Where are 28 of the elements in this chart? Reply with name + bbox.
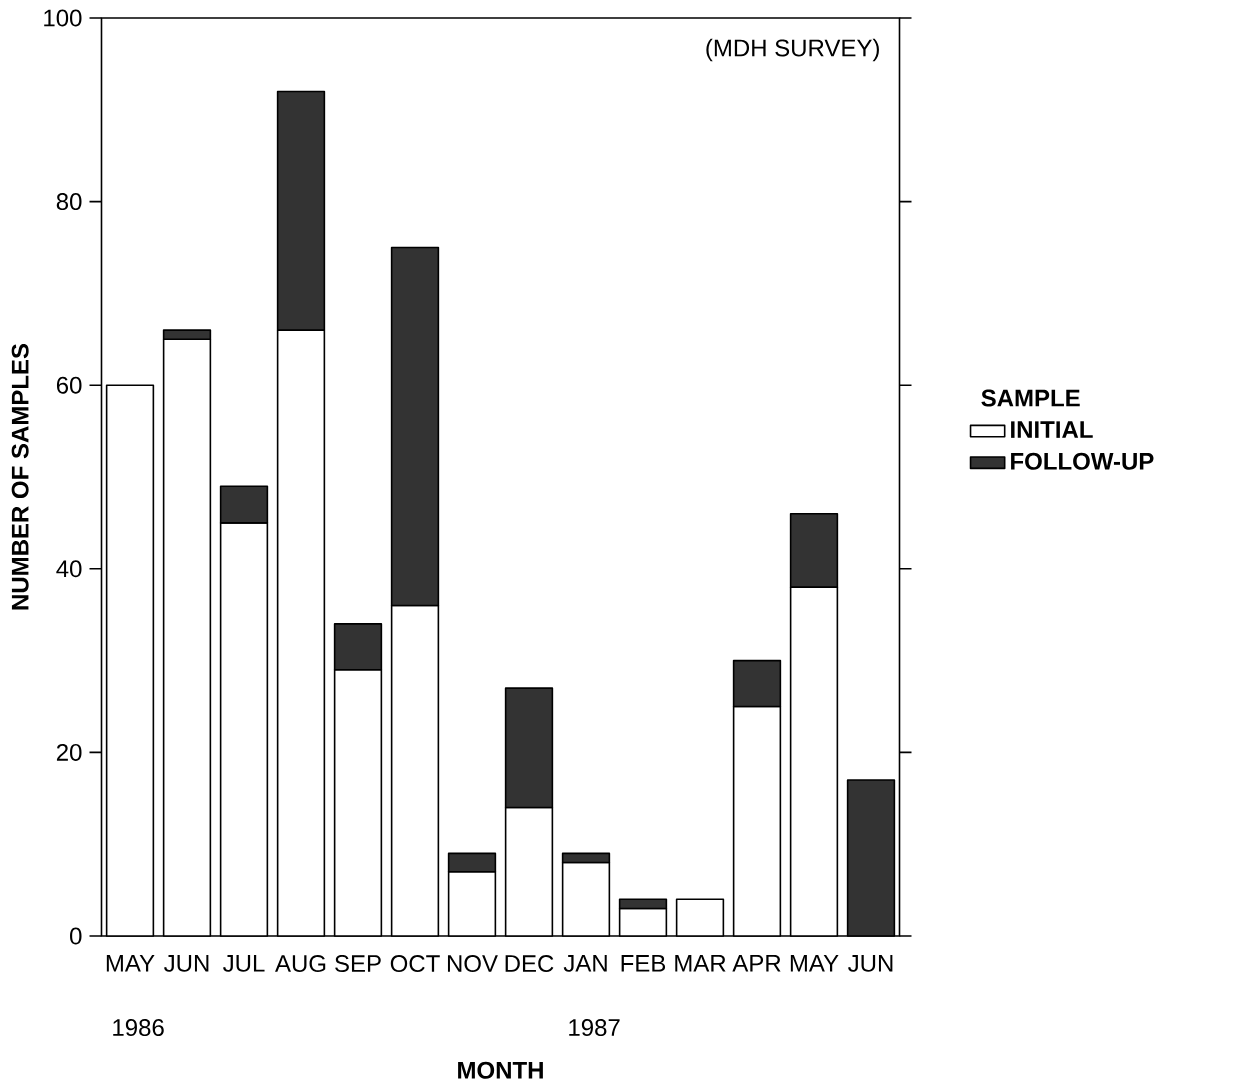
x-tick-label: MAY (106, 955, 155, 972)
x-tick-label: JUN (164, 955, 209, 972)
y-tick-label: 0 (70, 927, 82, 945)
x-tick-label: MAY (790, 955, 839, 972)
x-tick-label: MAR (675, 955, 726, 972)
x-tick-label: SEP (335, 955, 381, 973)
x-tick-label: NOV (447, 955, 498, 973)
x-tick-label: JUN (848, 955, 893, 972)
x-axis-title: MONTH (458, 1061, 543, 1079)
annotation: (MDH SURVEY) (706, 38, 879, 62)
x-tick-label: FEB (621, 955, 666, 972)
legend-label: INITIAL (1011, 421, 1093, 438)
x-tick-label: JUL (223, 955, 265, 972)
x-tick-label: APR (732, 955, 781, 972)
y-tick-label: 100 (44, 9, 82, 27)
y-tick-label: 80 (56, 193, 82, 211)
legend-title: SAMPLE (981, 389, 1080, 407)
legend-label: FOLLOW-UP (1011, 452, 1154, 470)
y-tick-label: 40 (56, 560, 82, 578)
y-axis-title: NUMBER OF SAMPLES (11, 343, 29, 610)
x-tick-label: AUG (275, 955, 326, 973)
text: 1987 (569, 1019, 620, 1037)
y-tick-label: 60 (56, 376, 82, 394)
x-tick-label: OCT (390, 955, 440, 973)
x-tick-label: JAN (563, 955, 607, 972)
text: 1986 (113, 1019, 164, 1037)
y-tick-label: 20 (56, 743, 82, 761)
x-tick-label: DEC (505, 955, 554, 973)
